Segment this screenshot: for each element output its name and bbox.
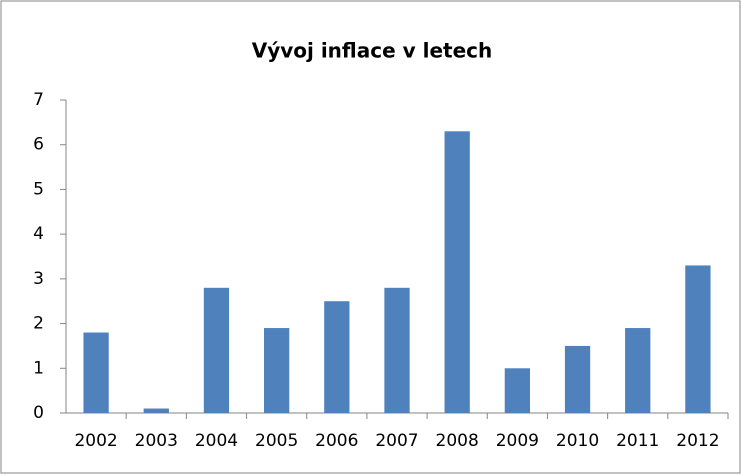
- x-tick-label: 2002: [74, 431, 117, 451]
- x-tick-label: 2006: [315, 431, 358, 451]
- bar: [143, 408, 169, 413]
- y-tick-label: 2: [33, 314, 44, 334]
- x-tick-label: 2012: [676, 431, 719, 451]
- y-tick-label: 3: [33, 269, 44, 289]
- bar: [504, 368, 531, 413]
- bar: [83, 332, 109, 413]
- y-tick-label: 5: [33, 179, 44, 199]
- x-tick-label: 2008: [436, 431, 479, 451]
- bar: [324, 301, 350, 413]
- x-tick-label: 2007: [375, 431, 418, 451]
- bar: [444, 131, 470, 414]
- x-tick-label: 2009: [496, 431, 539, 451]
- y-tick-label: 0: [33, 403, 44, 423]
- chart-title: Vývoj inflace v letech: [252, 39, 493, 63]
- y-tick-label: 1: [33, 358, 44, 378]
- y-tick-label: 4: [33, 224, 44, 244]
- bar: [384, 287, 410, 413]
- x-tick-label: 2010: [556, 431, 599, 451]
- x-tick-label: 2005: [255, 431, 298, 451]
- bar: [685, 265, 711, 413]
- bar: [263, 328, 290, 413]
- bar: [203, 287, 230, 413]
- y-tick-label: 6: [33, 135, 44, 155]
- bar: [564, 345, 591, 413]
- x-tick-label: 2004: [195, 431, 238, 451]
- bar: [625, 328, 651, 413]
- y-tick-label: 7: [33, 90, 44, 110]
- x-tick-label: 2011: [616, 431, 659, 451]
- x-tick-label: 2003: [135, 431, 178, 451]
